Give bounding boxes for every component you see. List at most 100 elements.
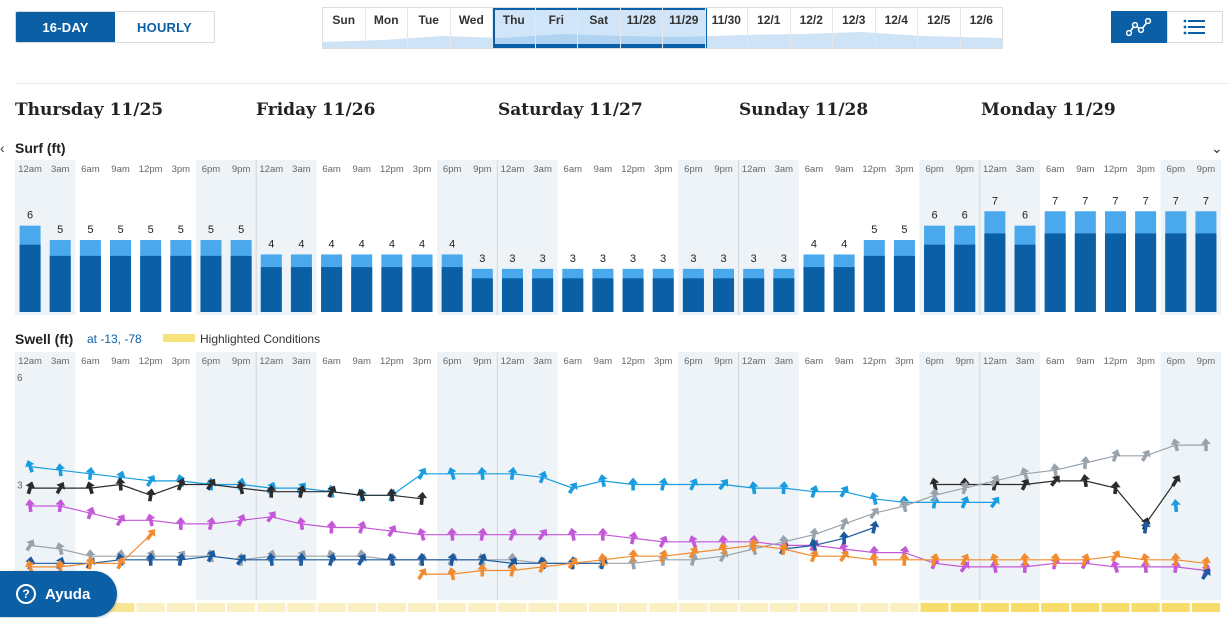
swell-direction-arrow[interactable] bbox=[929, 495, 941, 510]
swell-direction-arrow[interactable] bbox=[837, 516, 851, 532]
swell-direction-arrow[interactable] bbox=[416, 552, 428, 567]
hourly-tab[interactable]: HOURLY bbox=[137, 19, 192, 35]
swell-direction-arrow[interactable] bbox=[385, 552, 398, 567]
swell-direction-arrow[interactable] bbox=[807, 483, 821, 498]
swell-direction-arrow[interactable] bbox=[113, 512, 128, 528]
day-strip-cell[interactable]: Tue bbox=[408, 8, 451, 48]
swell-direction-arrow[interactable] bbox=[778, 534, 789, 548]
swell-direction-arrow[interactable] bbox=[416, 491, 428, 505]
surf-bar-min[interactable] bbox=[1195, 233, 1217, 312]
swell-direction-arrow[interactable] bbox=[988, 552, 1002, 568]
swell-direction-arrow[interactable] bbox=[839, 531, 850, 545]
surf-bar-min[interactable] bbox=[622, 278, 644, 312]
swell-direction-arrow[interactable] bbox=[837, 483, 852, 499]
surf-bar-min[interactable] bbox=[140, 255, 162, 312]
surf-bar-min[interactable] bbox=[230, 255, 252, 312]
surf-bar-min[interactable] bbox=[19, 244, 41, 312]
swell-direction-arrow[interactable] bbox=[265, 552, 277, 566]
swell-direction-arrow[interactable] bbox=[1140, 520, 1152, 534]
swell-direction-arrow[interactable] bbox=[718, 534, 730, 548]
swell-direction-arrow[interactable] bbox=[627, 530, 640, 545]
swell-direction-arrow[interactable] bbox=[324, 483, 339, 499]
swell-direction-arrow[interactable] bbox=[1109, 448, 1123, 464]
day-strip-cell[interactable]: 11/30 bbox=[706, 8, 748, 48]
swell-direction-arrow[interactable] bbox=[326, 520, 337, 534]
swell-direction-arrow[interactable] bbox=[507, 466, 519, 480]
swell-direction-arrow[interactable] bbox=[867, 505, 883, 521]
swell-direction-arrow[interactable] bbox=[296, 552, 307, 566]
swell-direction-arrow[interactable] bbox=[385, 523, 400, 539]
surf-bar-min[interactable] bbox=[652, 278, 674, 312]
swell-direction-arrow[interactable] bbox=[1049, 463, 1061, 477]
swell-direction-arrow[interactable] bbox=[1019, 552, 1030, 566]
swell-direction-arrow[interactable] bbox=[1170, 559, 1182, 574]
swell-direction-arrow[interactable] bbox=[565, 555, 581, 571]
day-strip-cell[interactable]: Mon bbox=[366, 8, 408, 48]
swell-direction-arrow[interactable] bbox=[958, 480, 971, 495]
swell-direction-arrow[interactable] bbox=[1050, 552, 1062, 566]
swell-direction-arrow[interactable] bbox=[264, 508, 280, 524]
swell-direction-arrow[interactable] bbox=[203, 476, 219, 492]
list-view-button[interactable] bbox=[1167, 11, 1223, 43]
swell-direction-arrow[interactable] bbox=[115, 477, 126, 491]
surf-bar-min[interactable] bbox=[984, 233, 1006, 312]
swell-direction-arrow[interactable] bbox=[85, 466, 96, 480]
scroll-left-icon[interactable]: ‹ bbox=[0, 140, 5, 156]
surf-bar-min[interactable] bbox=[562, 278, 584, 312]
swell-direction-arrow[interactable] bbox=[235, 480, 247, 495]
swell-direction-arrow[interactable] bbox=[24, 480, 37, 495]
swell-direction-arrow[interactable] bbox=[1139, 552, 1152, 567]
swell-direction-arrow[interactable] bbox=[928, 552, 941, 567]
swell-direction-arrow[interactable] bbox=[807, 548, 821, 564]
surf-bar-min[interactable] bbox=[260, 267, 282, 312]
swell-direction-arrow[interactable] bbox=[628, 477, 639, 491]
day-strip-cell[interactable]: Thu bbox=[493, 8, 536, 48]
surf-bar-min[interactable] bbox=[381, 267, 403, 312]
swell-direction-arrow[interactable] bbox=[778, 541, 790, 556]
swell-direction-arrow[interactable] bbox=[1170, 552, 1181, 566]
swell-direction-arrow[interactable] bbox=[143, 472, 158, 488]
swell-direction-arrow[interactable] bbox=[477, 563, 488, 577]
swell-direction-arrow[interactable] bbox=[928, 477, 941, 492]
swell-direction-arrow[interactable] bbox=[1110, 481, 1121, 495]
swell-direction-arrow[interactable] bbox=[145, 552, 156, 566]
surf-bar-min[interactable] bbox=[893, 255, 915, 312]
swell-direction-arrow[interactable] bbox=[899, 552, 910, 566]
swell-direction-arrow[interactable] bbox=[837, 548, 853, 564]
swell-direction-arrow[interactable] bbox=[778, 481, 789, 495]
swell-direction-arrow[interactable] bbox=[84, 555, 96, 570]
surf-bar-min[interactable] bbox=[682, 278, 704, 312]
16-day-tab[interactable]: 16-DAY bbox=[16, 12, 115, 42]
swell-direction-arrow[interactable] bbox=[1138, 447, 1153, 463]
day-strip-cell[interactable]: Wed bbox=[451, 8, 493, 48]
surf-bar-min[interactable] bbox=[200, 255, 222, 312]
swell-direction-arrow[interactable] bbox=[53, 480, 68, 496]
swell-direction-arrow[interactable] bbox=[174, 476, 188, 492]
swell-direction-arrow[interactable] bbox=[535, 526, 551, 542]
swell-direction-arrow[interactable] bbox=[748, 538, 759, 552]
swell-direction-arrow[interactable] bbox=[234, 512, 249, 528]
chevron-down-icon[interactable]: ⌄ bbox=[1211, 140, 1223, 156]
swell-direction-arrow[interactable] bbox=[446, 552, 458, 567]
swell-direction-arrow[interactable] bbox=[686, 534, 700, 550]
swell-direction-arrow[interactable] bbox=[447, 527, 458, 541]
swell-direction-arrow[interactable] bbox=[175, 552, 188, 567]
swell-direction-arrow[interactable] bbox=[868, 491, 881, 506]
swell-direction-arrow[interactable] bbox=[505, 555, 521, 571]
surf-bar-min[interactable] bbox=[441, 267, 463, 312]
surf-bar-min[interactable] bbox=[1135, 233, 1157, 312]
surf-bar-min[interactable] bbox=[170, 255, 192, 312]
swell-direction-arrow[interactable] bbox=[565, 480, 581, 496]
swell-direction-arrow[interactable] bbox=[869, 545, 880, 559]
swell-direction-arrow[interactable] bbox=[23, 537, 38, 553]
swell-direction-arrow[interactable] bbox=[23, 458, 37, 474]
surf-bar-min[interactable] bbox=[49, 255, 71, 312]
surf-bar-min[interactable] bbox=[773, 278, 795, 312]
swell-direction-arrow[interactable] bbox=[748, 480, 760, 495]
surf-bar-min[interactable] bbox=[833, 267, 855, 312]
swell-direction-arrow[interactable] bbox=[415, 527, 428, 542]
day-strip-cell[interactable]: 11/29 bbox=[663, 8, 706, 48]
swell-direction-arrow[interactable] bbox=[24, 499, 35, 513]
surf-bar-min[interactable] bbox=[803, 267, 825, 312]
day-strip-cell[interactable]: 12/4 bbox=[876, 8, 918, 48]
